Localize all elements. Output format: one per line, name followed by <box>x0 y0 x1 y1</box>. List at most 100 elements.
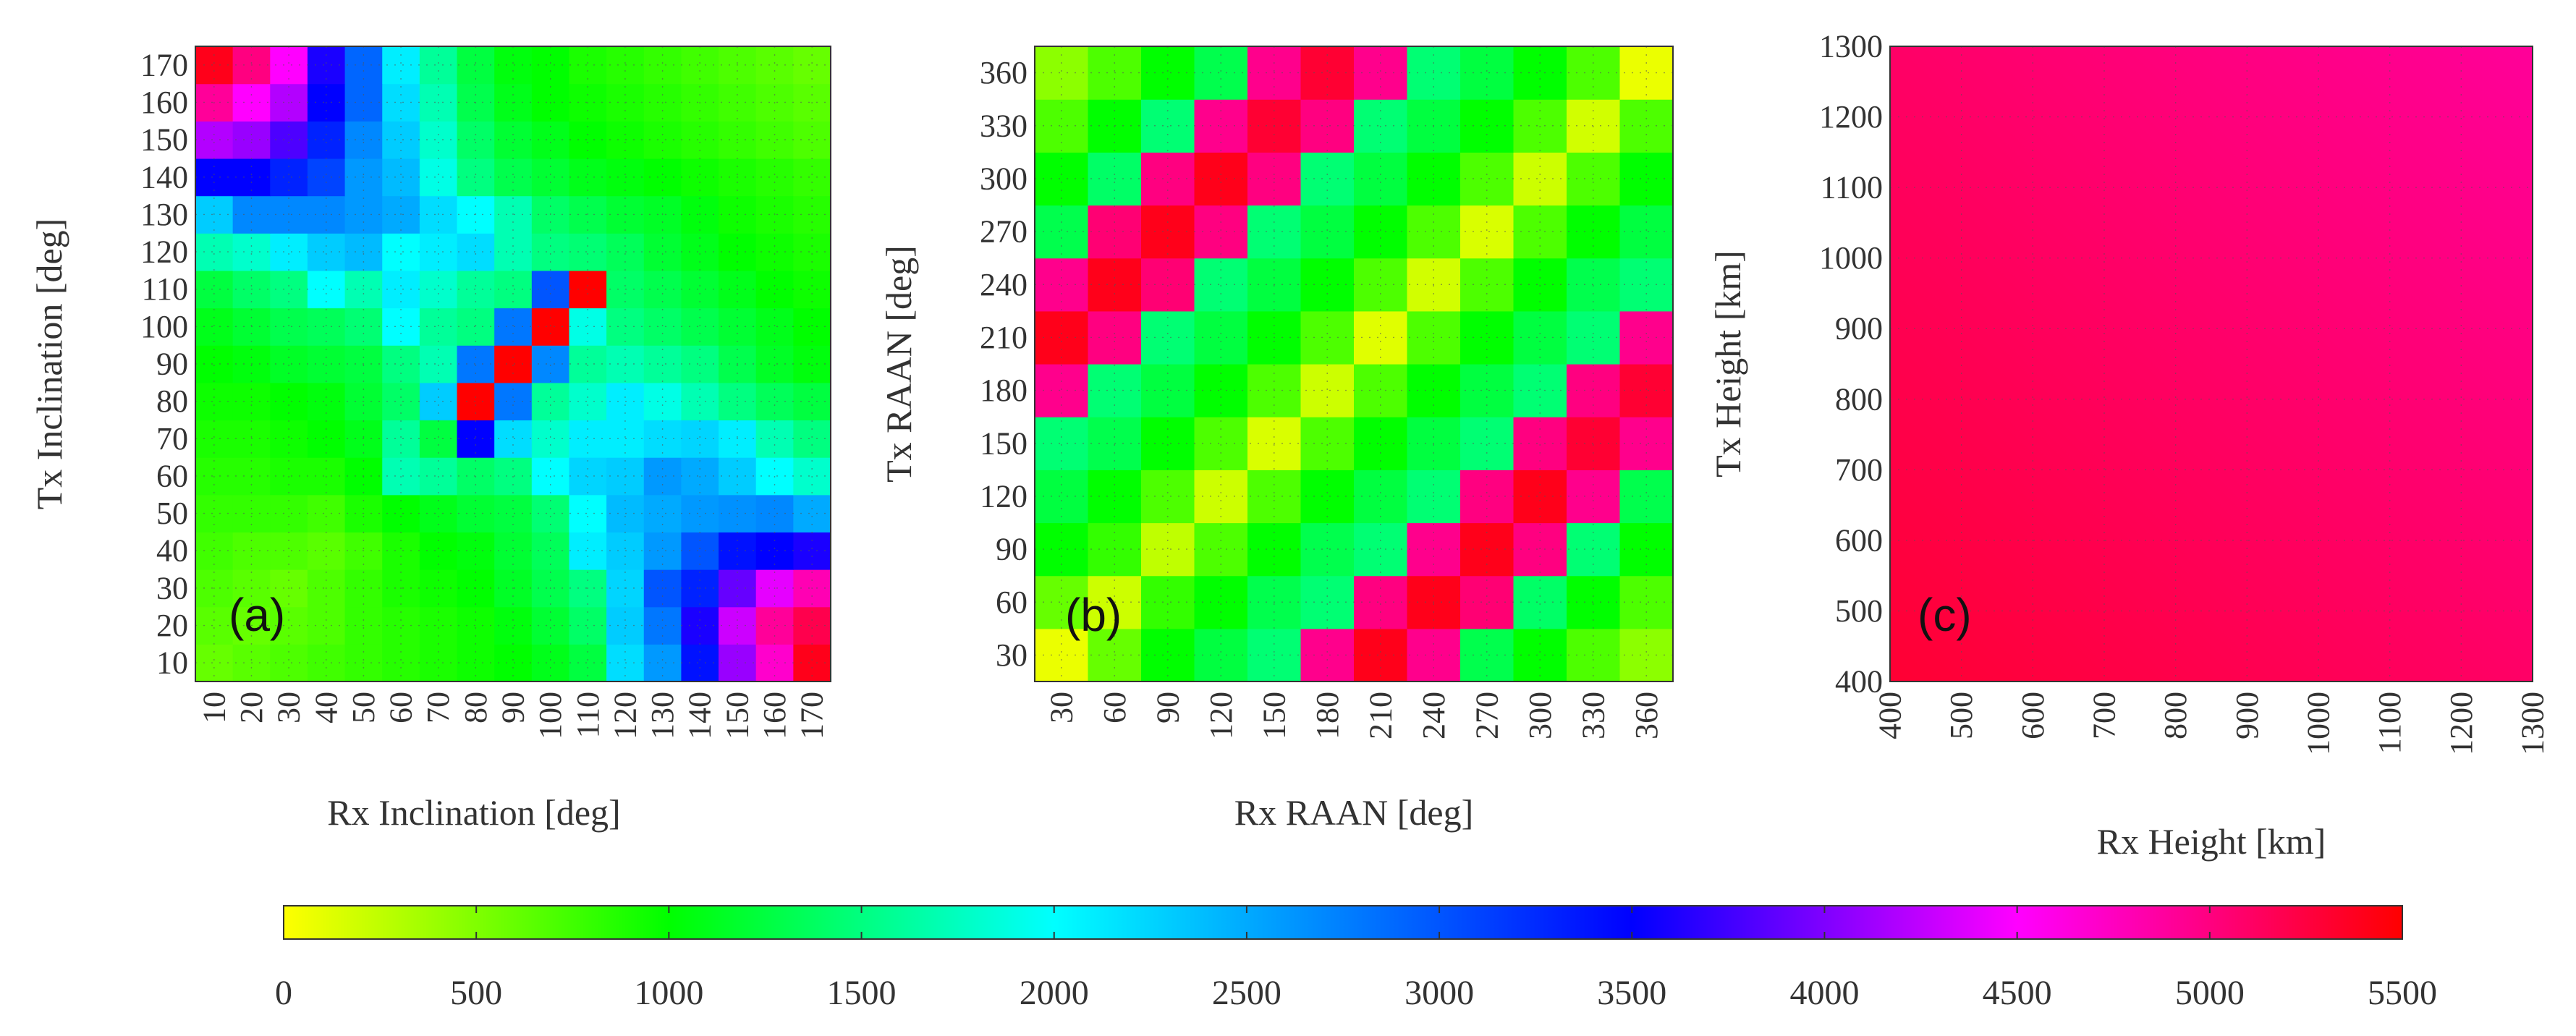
y-tick-label: 30 <box>156 570 188 606</box>
heatmap-cell <box>1567 364 1621 417</box>
y-tick-label: 1300 <box>1819 29 1883 64</box>
x-tick-label: 300 <box>1522 692 1558 739</box>
heatmap-cell <box>494 345 533 383</box>
heatmap-cell <box>382 233 420 271</box>
heatmap-cell <box>382 46 420 85</box>
heatmap-cell <box>569 345 607 383</box>
heatmap-cell <box>457 532 495 570</box>
y-tick-label: 180 <box>980 373 1028 408</box>
heatmap-cell <box>1513 628 1567 682</box>
heatmap-cell <box>1619 205 1674 259</box>
heatmap-cell <box>1619 310 1674 365</box>
heatmap-cell <box>1513 258 1567 312</box>
colorbar-tick-label: 2500 <box>1212 974 1281 1012</box>
heatmap-cell <box>531 270 570 309</box>
heatmap-cell <box>1619 575 1674 629</box>
x-tick-label: 160 <box>757 692 792 739</box>
heatmap-cell <box>1354 310 1408 365</box>
heatmap-cell <box>1567 152 1621 206</box>
colorbar-tick-label: 3500 <box>1597 974 1666 1012</box>
heatmap-cell <box>195 307 234 346</box>
heatmap-cell <box>382 532 420 570</box>
y-tick-label: 500 <box>1835 593 1883 629</box>
heatmap-cell <box>419 233 458 271</box>
y-tick-label: 80 <box>156 383 188 419</box>
x-tick-label: 110 <box>570 692 606 738</box>
heatmap-cell <box>1141 152 1195 206</box>
y-tick-label: 60 <box>156 458 188 493</box>
heatmap-cell <box>457 270 495 309</box>
heatmap-cell <box>755 307 794 346</box>
y-tick-label: 400 <box>1835 664 1883 700</box>
x-tick-label: 120 <box>1203 692 1239 739</box>
x-tick-label: 270 <box>1469 692 1504 739</box>
colorbar-tick-label: 500 <box>450 974 502 1012</box>
heatmap-cell <box>1567 575 1621 629</box>
heatmap-cell <box>681 307 719 346</box>
heatmap-cell <box>195 420 234 458</box>
heatmap-cell <box>531 420 570 458</box>
y-tick-label: 1100 <box>1821 170 1883 205</box>
heatmap-cell <box>1567 470 1621 524</box>
x-tick-label: 80 <box>458 692 493 723</box>
plot-frame <box>1034 46 1674 682</box>
heatmap-cell <box>1567 258 1621 312</box>
heatmap-cell <box>1513 470 1567 524</box>
heatmap-cell <box>494 233 533 271</box>
heatmap-cell <box>457 382 495 421</box>
heatmap-cell <box>382 307 420 346</box>
heatmap-cell <box>1619 364 1674 417</box>
colorbar-tick-label: 2000 <box>1020 974 1089 1012</box>
y-tick-label: 110 <box>142 271 188 307</box>
heatmap-cell <box>494 420 533 458</box>
heatmap-cell <box>457 606 495 645</box>
heatmap-cell <box>681 233 719 271</box>
heatmap-cell <box>1354 628 1408 682</box>
y-tick-label: 600 <box>1835 522 1883 558</box>
heatmap-cell <box>681 345 719 383</box>
panel-label: (b) <box>1065 589 1122 641</box>
colorbar-tick-label: 4500 <box>1983 974 2052 1012</box>
heatmap-cell <box>1513 152 1567 206</box>
y-axis-label: Tx Inclination [deg] <box>29 218 69 510</box>
heatmap-cell <box>382 270 420 309</box>
x-tick-label: 60 <box>384 692 419 723</box>
y-tick-label: 150 <box>140 122 188 158</box>
colorbar-tick-label: 0 <box>275 974 292 1012</box>
x-tick-label: 10 <box>196 692 232 723</box>
heatmap-cell <box>457 233 495 271</box>
x-axis-label: Rx RAAN [deg] <box>1234 792 1474 833</box>
y-tick-label: 20 <box>156 608 188 643</box>
heatmap-cell <box>195 345 234 383</box>
x-tick-label: 210 <box>1363 692 1398 739</box>
x-tick-label: 360 <box>1629 692 1664 739</box>
heatmap-cell <box>1567 628 1621 682</box>
x-tick-label: 150 <box>1256 692 1292 739</box>
y-axis-label: Tx RAAN [deg] <box>878 245 919 483</box>
heatmap-cell <box>195 46 234 85</box>
x-tick-label: 180 <box>1310 692 1345 739</box>
x-tick-label: 90 <box>1150 692 1185 723</box>
heatmap-cell <box>1567 522 1621 577</box>
x-tick-label: 800 <box>2158 692 2193 739</box>
heatmap-cell <box>1141 628 1195 682</box>
heatmap-cell <box>1567 417 1621 470</box>
heatmap-cell <box>755 345 794 383</box>
heatmap-cell <box>457 345 495 383</box>
heatmap-cell <box>569 382 607 421</box>
x-tick-label: 1000 <box>2301 692 2336 755</box>
heatmap-cell <box>1513 522 1567 577</box>
heatmap-cell <box>681 606 719 645</box>
heatmap-cells <box>1890 46 2533 682</box>
heatmap-cell <box>419 382 458 421</box>
y-tick-label: 300 <box>980 161 1028 196</box>
panel-a-heatmap: 10 20 30 40 50 60 70 80 90 100 110 120 130 140 150 160 1… <box>29 46 831 833</box>
x-tick-label: 1300 <box>2515 692 2551 755</box>
y-tick-label: 150 <box>980 425 1028 461</box>
heatmap-cell <box>681 420 719 458</box>
heatmap-cell <box>382 382 420 421</box>
heatmap-cell <box>494 532 533 570</box>
heatmap-cell <box>419 420 458 458</box>
heatmap-cell <box>195 233 234 271</box>
